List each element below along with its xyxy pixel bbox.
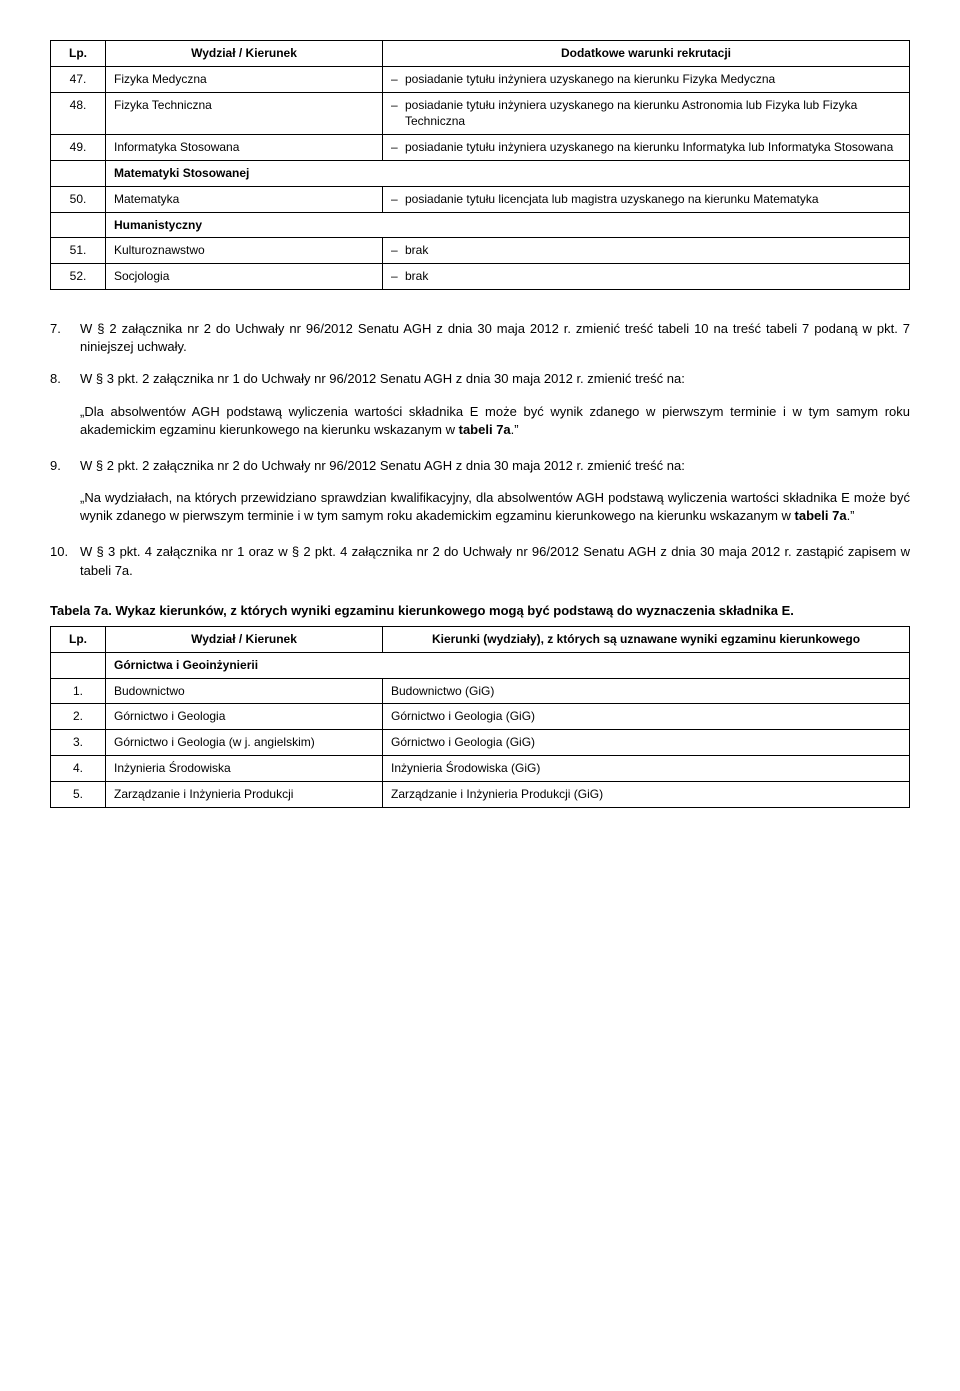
para-7: 7. W § 2 załącznika nr 2 do Uchwały nr 9… — [50, 320, 910, 356]
cell-lp-empty — [51, 160, 106, 186]
para-9: 9. W § 2 pkt. 2 załącznika nr 2 do Uchwa… — [50, 457, 910, 475]
cell-extra: –brak — [383, 238, 910, 264]
th-val: Kierunki (wydziały), z których są uznawa… — [383, 627, 910, 653]
section-row: Górnictwa i Geoinżynierii — [51, 652, 910, 678]
dash-icon: – — [391, 191, 405, 208]
quote-pre: „Na wydziałach, na których przewidziano … — [80, 490, 910, 523]
table-row: 5. Zarządzanie i Inżynieria Produkcji Za… — [51, 781, 910, 807]
table-row: 2. Górnictwo i Geologia Górnictwo i Geol… — [51, 704, 910, 730]
cell-lp: 51. — [51, 238, 106, 264]
extra-text: brak — [405, 242, 428, 259]
cell-name: Górnictwo i Geologia (w j. angielskim) — [106, 730, 383, 756]
table-row: 1. Budownictwo Budownictwo (GiG) — [51, 678, 910, 704]
cell-name: Górnictwo i Geologia — [106, 704, 383, 730]
extra-text: brak — [405, 268, 428, 285]
cell-name: Fizyka Medyczna — [106, 66, 383, 92]
cell-name: Socjologia — [106, 264, 383, 290]
cell-name: Zarządzanie i Inżynieria Produkcji — [106, 781, 383, 807]
quote-bold: tabeli 7a — [795, 508, 847, 523]
paragraph-list: 7. W § 2 załącznika nr 2 do Uchwały nr 9… — [50, 320, 910, 580]
extra-text: posiadanie tytułu licencjata lub magistr… — [405, 191, 819, 208]
section-label: Humanistyczny — [106, 212, 910, 238]
para-text: W § 3 pkt. 2 załącznika nr 1 do Uchwały … — [80, 370, 910, 388]
cell-lp: 5. — [51, 781, 106, 807]
cell-lp-empty — [51, 652, 106, 678]
quote-bold: tabeli 7a — [459, 422, 511, 437]
cell-extra: –posiadanie tytułu inżyniera uzyskanego … — [383, 92, 910, 135]
cell-lp: 47. — [51, 66, 106, 92]
cell-lp: 4. — [51, 756, 106, 782]
cell-name: Informatyka Stosowana — [106, 135, 383, 161]
extra-text: posiadanie tytułu inżyniera uzyskanego n… — [405, 71, 775, 88]
para-8: 8. W § 3 pkt. 2 załącznika nr 1 do Uchwa… — [50, 370, 910, 388]
table-row: 49. Informatyka Stosowana –posiadanie ty… — [51, 135, 910, 161]
dash-icon: – — [391, 242, 405, 259]
cell-name: Budownictwo — [106, 678, 383, 704]
para-num: 7. — [50, 320, 80, 356]
table-row: 3. Górnictwo i Geologia (w j. angielskim… — [51, 730, 910, 756]
cell-extra: –posiadanie tytułu inżyniera uzyskanego … — [383, 66, 910, 92]
cell-name: Inżynieria Środowiska — [106, 756, 383, 782]
cell-val: Budownictwo (GiG) — [383, 678, 910, 704]
table-row: 51. Kulturoznawstwo –brak — [51, 238, 910, 264]
extra-text: posiadanie tytułu inżyniera uzyskanego n… — [405, 97, 901, 131]
para-9-quote: „Na wydziałach, na których przewidziano … — [80, 489, 910, 525]
cell-lp: 50. — [51, 186, 106, 212]
para-text: W § 2 pkt. 2 załącznika nr 2 do Uchwały … — [80, 457, 910, 475]
cell-name: Kulturoznawstwo — [106, 238, 383, 264]
table-row: 52. Socjologia –brak — [51, 264, 910, 290]
para-num: 10. — [50, 543, 80, 579]
extra-text: posiadanie tytułu inżyniera uzyskanego n… — [405, 139, 893, 156]
th-lp: Lp. — [51, 41, 106, 67]
table-row: 4. Inżynieria Środowiska Inżynieria Środ… — [51, 756, 910, 782]
cell-val: Górnictwo i Geologia (GiG) — [383, 730, 910, 756]
table-row: 48. Fizyka Techniczna –posiadanie tytułu… — [51, 92, 910, 135]
cell-extra: –brak — [383, 264, 910, 290]
cell-val: Inżynieria Środowiska (GiG) — [383, 756, 910, 782]
quote-post: .” — [511, 422, 519, 437]
table-conditions: Lp. Wydział / Kierunek Dodatkowe warunki… — [50, 40, 910, 290]
para-num: 9. — [50, 457, 80, 475]
th-extra: Dodatkowe warunki rekrutacji — [383, 41, 910, 67]
cell-lp-empty — [51, 212, 106, 238]
cell-lp: 3. — [51, 730, 106, 756]
section-row: Matematyki Stosowanej — [51, 160, 910, 186]
cell-lp: 49. — [51, 135, 106, 161]
cell-lp: 2. — [51, 704, 106, 730]
th-lp: Lp. — [51, 627, 106, 653]
cell-lp: 48. — [51, 92, 106, 135]
cell-name: Matematyka — [106, 186, 383, 212]
para-10: 10. W § 3 pkt. 4 załącznika nr 1 oraz w … — [50, 543, 910, 579]
cell-lp: 52. — [51, 264, 106, 290]
dash-icon: – — [391, 268, 405, 285]
table-row: 50. Matematyka –posiadanie tytułu licenc… — [51, 186, 910, 212]
dash-icon: – — [391, 97, 405, 131]
section-label: Matematyki Stosowanej — [106, 160, 910, 186]
table-kierunki: Lp. Wydział / Kierunek Kierunki (wydział… — [50, 626, 910, 808]
para-text: W § 2 załącznika nr 2 do Uchwały nr 96/2… — [80, 320, 910, 356]
th-wk: Wydział / Kierunek — [106, 41, 383, 67]
cell-val: Zarządzanie i Inżynieria Produkcji (GiG) — [383, 781, 910, 807]
th-wk: Wydział / Kierunek — [106, 627, 383, 653]
table-row: 47. Fizyka Medyczna –posiadanie tytułu i… — [51, 66, 910, 92]
table-header-row: Lp. Wydział / Kierunek Kierunki (wydział… — [51, 627, 910, 653]
para-num: 8. — [50, 370, 80, 388]
cell-extra: –posiadanie tytułu licencjata lub magist… — [383, 186, 910, 212]
table2-title: Tabela 7a. Wykaz kierunków, z których wy… — [50, 602, 910, 620]
dash-icon: – — [391, 71, 405, 88]
table-header-row: Lp. Wydział / Kierunek Dodatkowe warunki… — [51, 41, 910, 67]
cell-name: Fizyka Techniczna — [106, 92, 383, 135]
cell-lp: 1. — [51, 678, 106, 704]
para-8-quote: „Dla absolwentów AGH podstawą wyliczenia… — [80, 403, 910, 439]
dash-icon: – — [391, 139, 405, 156]
section-row: Humanistyczny — [51, 212, 910, 238]
para-text: W § 3 pkt. 4 załącznika nr 1 oraz w § 2 … — [80, 543, 910, 579]
quote-post: .” — [847, 508, 855, 523]
section-label: Górnictwa i Geoinżynierii — [106, 652, 910, 678]
cell-extra: –posiadanie tytułu inżyniera uzyskanego … — [383, 135, 910, 161]
cell-val: Górnictwo i Geologia (GiG) — [383, 704, 910, 730]
